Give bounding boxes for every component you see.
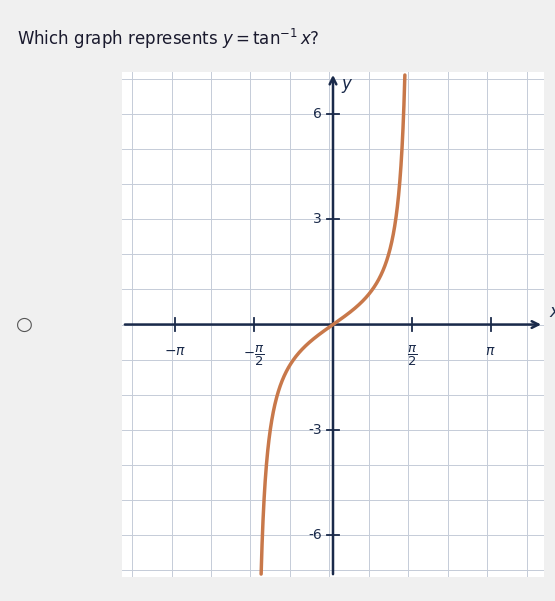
Text: $\pi$: $\pi$ (486, 344, 496, 358)
Text: 3: 3 (313, 212, 322, 227)
Text: 6: 6 (313, 107, 322, 121)
Text: -6: -6 (308, 528, 322, 542)
Text: $-\pi$: $-\pi$ (164, 344, 186, 358)
Text: $y$: $y$ (341, 78, 353, 96)
Text: $-\dfrac{\pi}{2}$: $-\dfrac{\pi}{2}$ (243, 344, 265, 368)
Text: Which graph represents $y = \tan^{-1}x$?: Which graph represents $y = \tan^{-1}x$? (17, 27, 319, 51)
Text: $\dfrac{\pi}{2}$: $\dfrac{\pi}{2}$ (407, 344, 417, 368)
Text: -3: -3 (309, 423, 322, 437)
Text: ○: ○ (17, 315, 33, 334)
Text: $x$: $x$ (549, 304, 555, 322)
